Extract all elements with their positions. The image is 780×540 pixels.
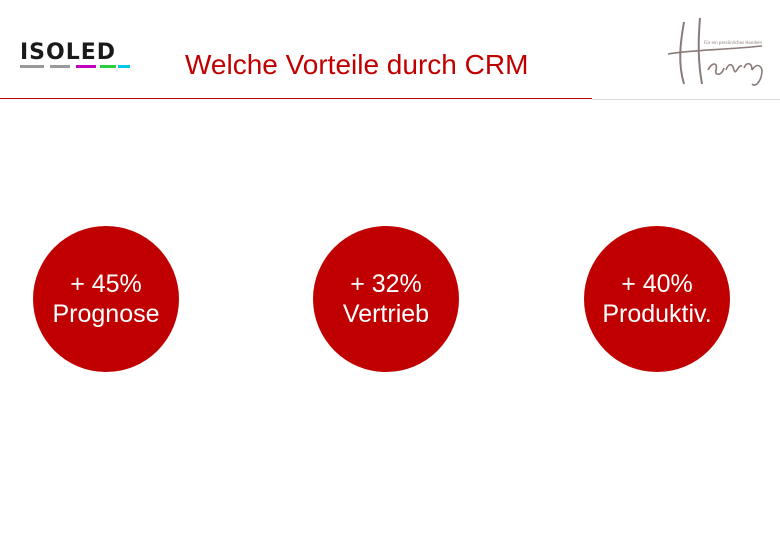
- stat-value: + 45%: [70, 270, 142, 298]
- henry-tagline: Für ein persönliches Handeln: [704, 40, 763, 45]
- header-divider-grey: [592, 99, 780, 100]
- isoled-logo-text: ISOLED: [20, 40, 117, 65]
- stat-value: + 32%: [350, 270, 422, 298]
- stat-value: + 40%: [621, 270, 693, 298]
- stat-label: Prognose: [52, 300, 160, 328]
- logo-stripe-grey: [20, 65, 44, 68]
- logo-stripe-green: [100, 65, 116, 68]
- stat-circle-prognose: + 45% Prognose: [33, 226, 179, 372]
- logo-stripe-grey-2: [50, 65, 70, 68]
- logo-stripe-cyan: [118, 65, 130, 68]
- henry-signature-logo: Für ein persönliches Handeln: [667, 17, 763, 86]
- stat-circle-vertrieb: + 32% Vertrieb: [313, 226, 459, 372]
- stat-label: Produktiv.: [602, 300, 712, 328]
- stat-label: Vertrieb: [342, 300, 430, 328]
- stat-circle-produktiv: + 40% Produktiv.: [584, 226, 730, 372]
- logo-stripe-magenta: [76, 65, 96, 68]
- header-divider: [0, 98, 592, 99]
- isoled-logo: ISOLED: [20, 42, 135, 72]
- page-title: Welche Vorteile durch CRM: [185, 49, 529, 80]
